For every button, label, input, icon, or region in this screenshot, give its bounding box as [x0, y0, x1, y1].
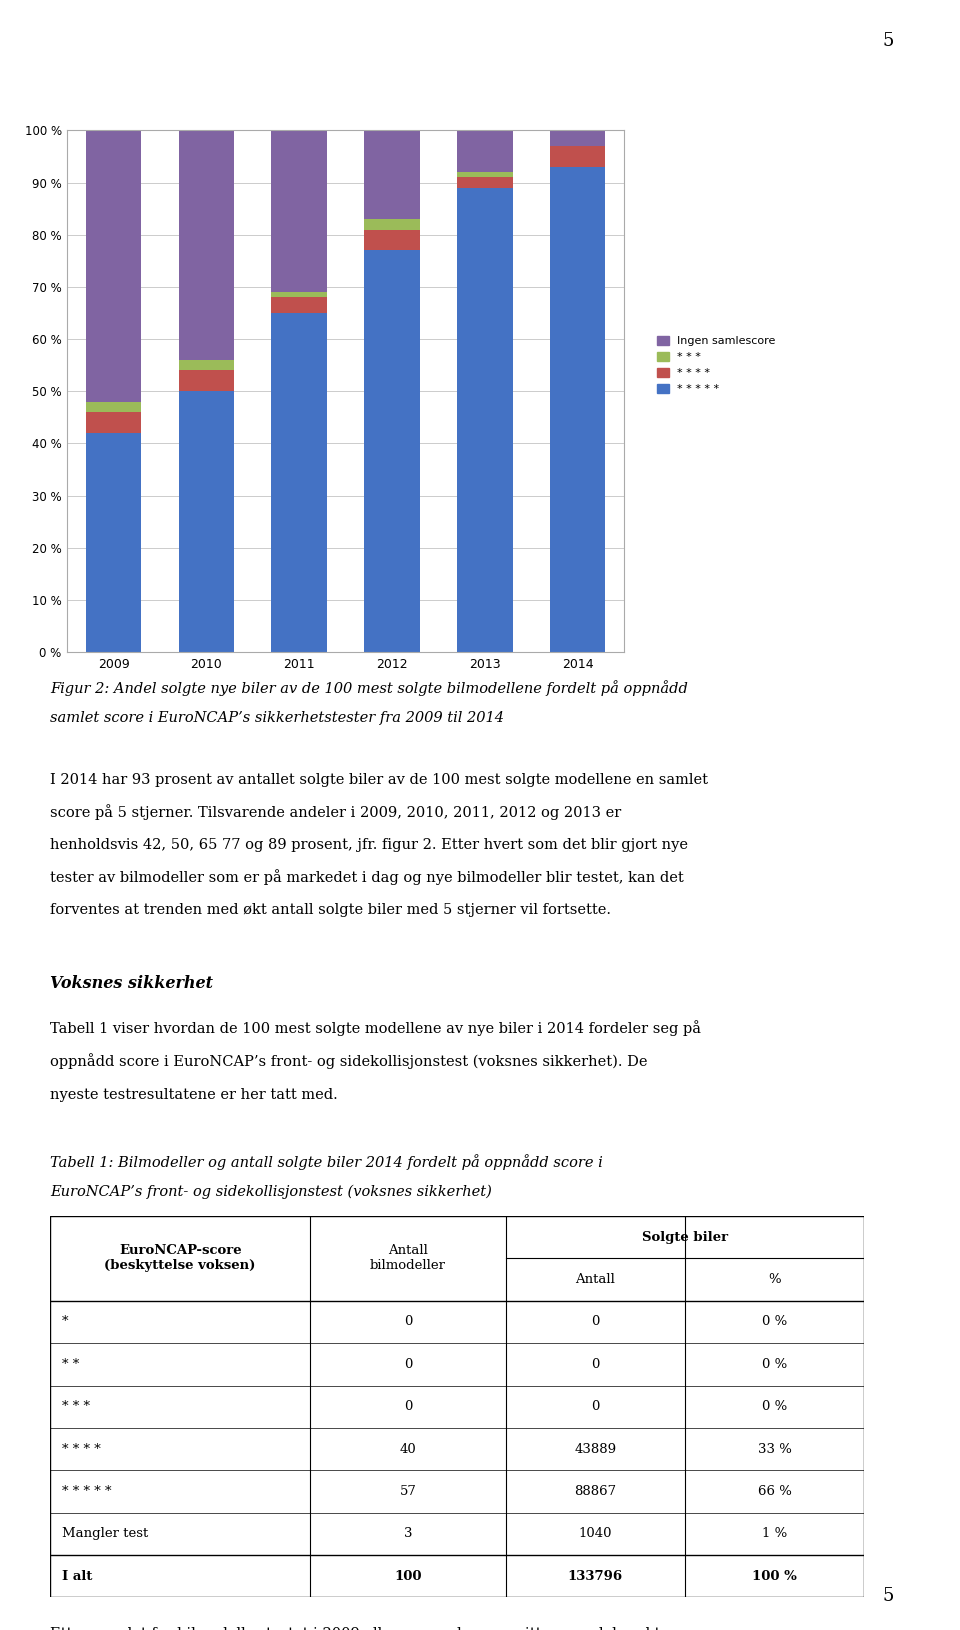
Text: 0: 0	[404, 1358, 412, 1371]
Bar	[85, 130, 141, 401]
Bar	[272, 130, 327, 292]
Bar	[550, 130, 606, 147]
Text: Mangler test: Mangler test	[62, 1527, 149, 1540]
Text: 0 %: 0 %	[762, 1358, 787, 1371]
Text: 1040: 1040	[579, 1527, 612, 1540]
Text: I 2014 har 93 prosent av antallet solgte biler av de 100 mest solgte modellene e: I 2014 har 93 prosent av antallet solgte…	[50, 773, 708, 787]
Text: 5: 5	[882, 31, 894, 49]
Bar	[550, 166, 606, 652]
Text: EuroNCAP-score
(beskyttelse voksen): EuroNCAP-score (beskyttelse voksen)	[105, 1244, 256, 1273]
Text: 0: 0	[404, 1400, 412, 1413]
Text: 5: 5	[882, 1586, 894, 1604]
Bar	[85, 412, 141, 434]
Text: 57: 57	[399, 1485, 417, 1498]
Bar	[364, 230, 420, 251]
Text: 1 %: 1 %	[762, 1527, 787, 1540]
Text: Ettersom det for bilmodeller testet i 2009 eller senere bare er gitt en samlekar: Ettersom det for bilmodeller testet i 20…	[50, 1627, 676, 1630]
Text: 33 %: 33 %	[757, 1443, 791, 1456]
Bar	[179, 370, 234, 391]
Text: samlet score i EuroNCAP’s sikkerhetstester fra 2009 til 2014: samlet score i EuroNCAP’s sikkerhetstest…	[50, 711, 504, 725]
Text: Tabell 1 viser hvordan de 100 mest solgte modellene av nye biler i 2014 fordeler: Tabell 1 viser hvordan de 100 mest solgt…	[50, 1020, 701, 1037]
Text: oppnådd score i EuroNCAP’s front- og sidekollisjonstest (voksnes sikkerhet). De: oppnådd score i EuroNCAP’s front- og sid…	[50, 1053, 647, 1069]
Legend: Ingen samlescore, * * *, * * * *, * * * * *: Ingen samlescore, * * *, * * * *, * * * …	[658, 336, 776, 394]
Text: score på 5 stjerner. Tilsvarende andeler i 2009, 2010, 2011, 2012 og 2013 er: score på 5 stjerner. Tilsvarende andeler…	[50, 804, 621, 820]
Text: 100: 100	[395, 1570, 421, 1583]
Text: EuroNCAP’s front- og sidekollisjonstest (voksnes sikkerhet): EuroNCAP’s front- og sidekollisjonstest …	[50, 1185, 492, 1200]
Text: Voksnes sikkerhet: Voksnes sikkerhet	[50, 975, 213, 991]
Text: tester av bilmodeller som er på markedet i dag og nye bilmodeller blir testet, k: tester av bilmodeller som er på markedet…	[50, 869, 684, 885]
Bar	[272, 292, 327, 297]
Bar	[85, 434, 141, 652]
Text: 133796: 133796	[567, 1570, 623, 1583]
Text: Antall: Antall	[575, 1273, 615, 1286]
Text: 100 %: 100 %	[752, 1570, 797, 1583]
Text: * *: * *	[62, 1358, 80, 1371]
Text: * * * *: * * * *	[62, 1443, 101, 1456]
Text: Figur 2: Andel solgte nye biler av de 100 mest solgte bilmodellene fordelt på op: Figur 2: Andel solgte nye biler av de 10…	[50, 680, 687, 696]
Text: 40: 40	[399, 1443, 417, 1456]
Text: 88867: 88867	[574, 1485, 616, 1498]
Bar	[550, 147, 606, 166]
Text: forventes at trenden med økt antall solgte biler med 5 stjerner vil fortsette.: forventes at trenden med økt antall solg…	[50, 903, 611, 918]
Text: 0 %: 0 %	[762, 1315, 787, 1328]
Bar	[457, 187, 513, 652]
Bar	[364, 218, 420, 230]
Text: I alt: I alt	[62, 1570, 92, 1583]
Text: henholdsvis 42, 50, 65 77 og 89 prosent, jfr. figur 2. Etter hvert som det blir : henholdsvis 42, 50, 65 77 og 89 prosent,…	[50, 838, 688, 852]
Text: Solgte biler: Solgte biler	[642, 1231, 728, 1244]
Text: 0: 0	[404, 1315, 412, 1328]
Text: Tabell 1: Bilmodeller og antall solgte biler 2014 fordelt på oppnådd score i: Tabell 1: Bilmodeller og antall solgte b…	[50, 1154, 603, 1170]
Bar	[179, 130, 234, 360]
Text: 0: 0	[591, 1315, 600, 1328]
Bar	[179, 391, 234, 652]
Text: %: %	[768, 1273, 780, 1286]
Text: 0: 0	[591, 1358, 600, 1371]
Bar	[364, 130, 420, 218]
Text: 3: 3	[404, 1527, 413, 1540]
Text: 66 %: 66 %	[757, 1485, 791, 1498]
Bar	[272, 313, 327, 652]
Text: nyeste testresultatene er her tatt med.: nyeste testresultatene er her tatt med.	[50, 1087, 338, 1102]
Text: 0: 0	[591, 1400, 600, 1413]
Text: *: *	[62, 1315, 68, 1328]
Text: * * * * *: * * * * *	[62, 1485, 111, 1498]
Text: * * *: * * *	[62, 1400, 90, 1413]
Bar	[457, 173, 513, 178]
Text: 0 %: 0 %	[762, 1400, 787, 1413]
Bar	[457, 130, 513, 173]
Text: 43889: 43889	[574, 1443, 616, 1456]
Bar	[364, 251, 420, 652]
Bar	[85, 401, 141, 412]
Bar	[179, 360, 234, 370]
Text: Antall
bilmodeller: Antall bilmodeller	[371, 1244, 446, 1273]
Bar	[457, 178, 513, 187]
Bar	[272, 297, 327, 313]
